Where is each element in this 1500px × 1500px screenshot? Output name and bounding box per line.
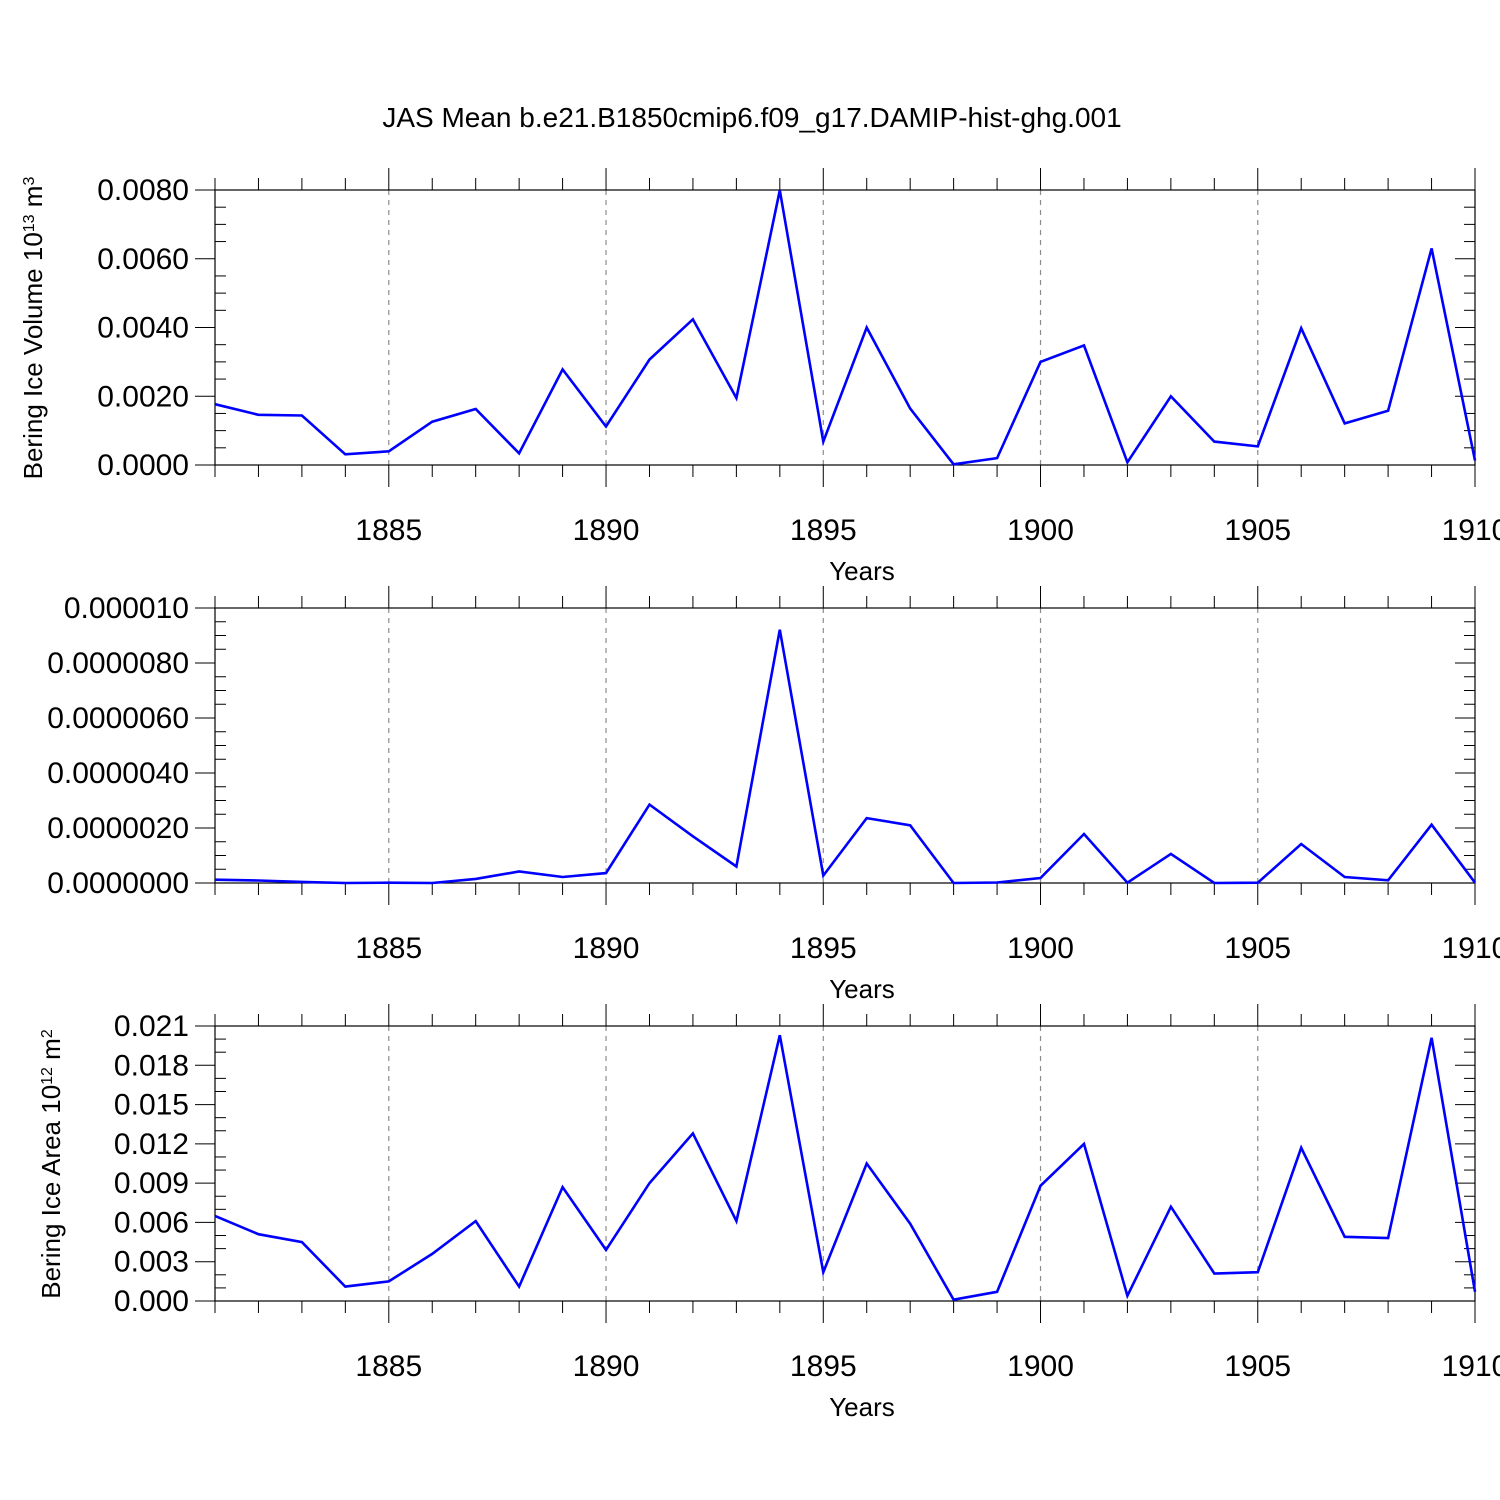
y-axis-title-part: m (18, 186, 48, 215)
y-axis-title-part: Bering Ice Volume 10 (18, 232, 48, 479)
y-axis-title-superscript: 2 (39, 1029, 56, 1038)
y-tick-label: 0.0000020 (47, 812, 189, 845)
series-line (214, 1034, 1477, 1302)
y-tick-label: 0.0040 (97, 312, 189, 345)
x-tick-label: 1900 (1007, 1350, 1074, 1383)
chart-panel-2: 0.0000000 0.0000020 0.0000040 0.0000060 0.00… (47, 586, 1500, 1004)
plot-frame (214, 1025, 1476, 1302)
chart-panel-1: 0.0000 0.0020 0.0040 0.0060 0.0080 1885 1890 18… (18, 168, 1500, 586)
x-tick-label: 1885 (355, 1350, 422, 1383)
y-tick-label: 0.0000000 (47, 867, 189, 900)
x-tick-label: 1905 (1224, 1350, 1291, 1383)
y-tick-label: 0.0000080 (47, 647, 189, 680)
x-axis-title: Years (829, 1392, 895, 1422)
y-tick-label: 0.015 (114, 1089, 189, 1122)
y-tick-label: 0.012 (114, 1128, 189, 1161)
series-line (214, 190, 1477, 466)
y-axis-title-superscript: 13 (21, 214, 38, 232)
y-tick-label: 0.000010 (64, 592, 189, 625)
x-tick-label: 1910 (1442, 514, 1500, 547)
x-tick-label: 1905 (1224, 514, 1291, 547)
x-tick-label: 1900 (1007, 932, 1074, 965)
x-tick-label: 1890 (573, 1350, 640, 1383)
y-axis-title: Bering Ice Volume 1013 m3 (18, 177, 48, 480)
y-axis-title-superscript: 3 (21, 177, 38, 186)
series-line (214, 629, 1477, 885)
y-axis-title-part: Bering Ice Area 10 (36, 1085, 66, 1299)
y-tick-label: 0.018 (114, 1049, 189, 1082)
x-tick-label: 1910 (1442, 1350, 1500, 1383)
y-axis-title-part: m (36, 1038, 66, 1067)
y-tick-label: 0.000 (114, 1285, 189, 1318)
chart-panel-3: 0.000 0.003 0.006 0.009 0.012 0.015 0.018 0.021… (36, 1004, 1500, 1422)
y-tick-label: 0.003 (114, 1246, 189, 1279)
x-axis-title: Years (829, 974, 895, 1004)
y-tick-label: 0.0000 (97, 449, 189, 482)
x-tick-label: 1905 (1224, 932, 1291, 965)
x-tick-label: 1890 (573, 514, 640, 547)
x-tick-label: 1900 (1007, 514, 1074, 547)
x-tick-label: 1895 (790, 932, 857, 965)
y-axis-title-superscript: 12 (39, 1067, 56, 1085)
x-tick-label: 1885 (355, 932, 422, 965)
x-axis-title: Years (829, 556, 895, 586)
y-tick-label: 0.0000060 (47, 702, 189, 735)
y-tick-label: 0.0060 (97, 243, 189, 276)
y-tick-label: 0.009 (114, 1167, 189, 1200)
y-axis-title: Bering Ice Area 1012 m2 (36, 1029, 66, 1299)
y-tick-label: 0.0020 (97, 380, 189, 413)
x-tick-label: 1895 (790, 1350, 857, 1383)
y-tick-label: 0.006 (114, 1206, 189, 1239)
x-tick-label: 1890 (573, 932, 640, 965)
chart-title: JAS Mean b.e21.B1850cmip6.f09_g17.DAMIP-… (382, 102, 1121, 133)
y-tick-label: 0.0000040 (47, 757, 189, 790)
x-tick-label: 1885 (355, 514, 422, 547)
y-tick-label: 0.021 (114, 1010, 189, 1043)
x-tick-label: 1895 (790, 514, 857, 547)
y-tick-label: 0.0080 (97, 174, 189, 207)
x-tick-label: 1910 (1442, 932, 1500, 965)
